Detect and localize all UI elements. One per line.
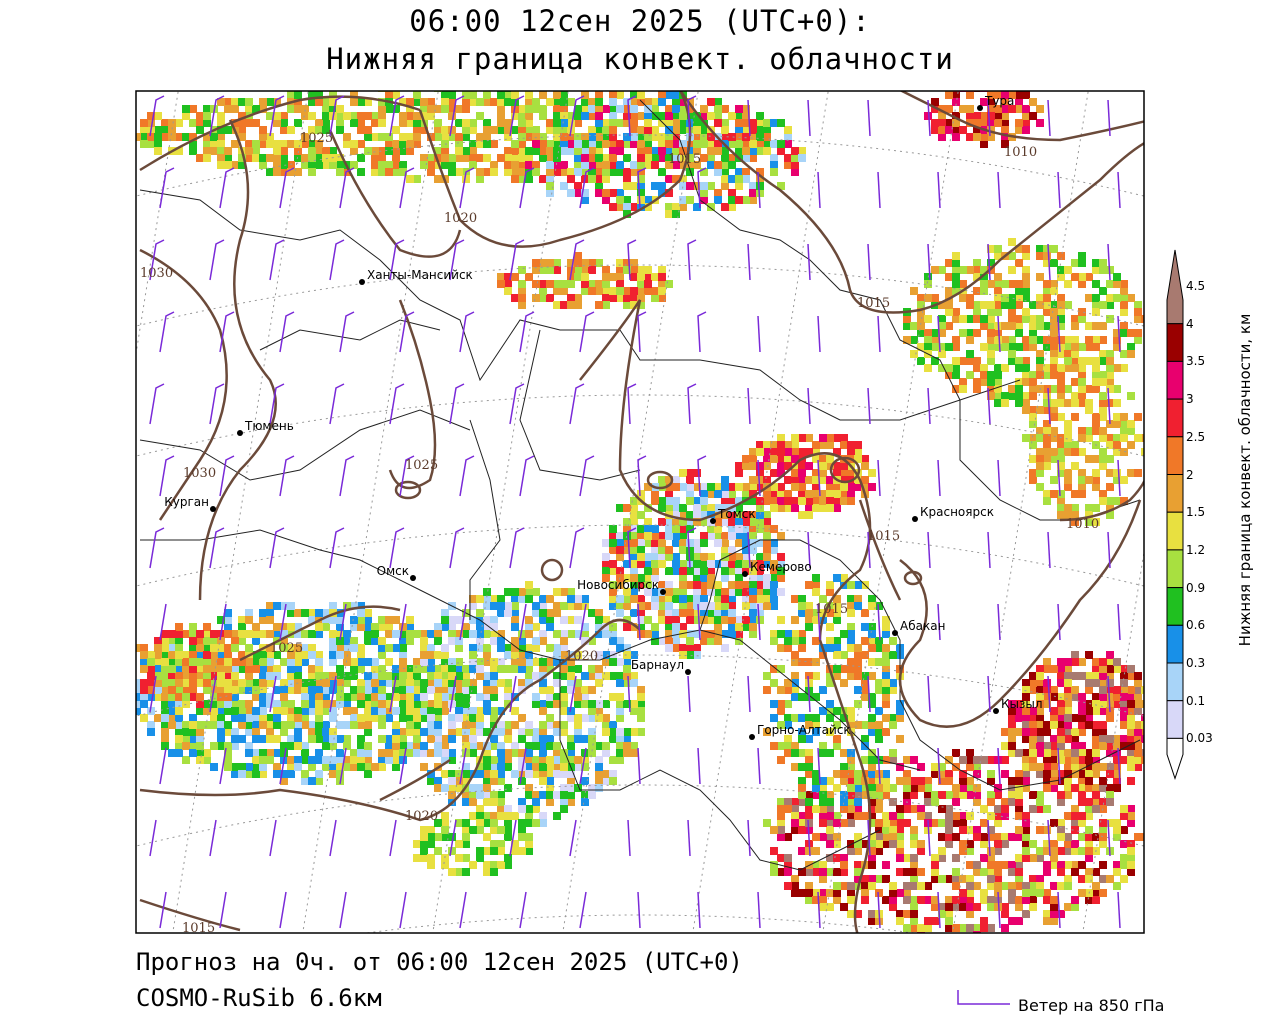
isobar-label: 1015	[182, 921, 215, 936]
region-borders	[139, 99, 1141, 871]
city-markers: Тура Ханты-Мансийск Тюмень Курган Омск Новоси…	[164, 94, 1043, 740]
city-label: Абакан	[900, 619, 945, 633]
map-title: 06:00 12сен 2025 (UTC+0):	[409, 4, 871, 38]
city-marker: Тюмень	[237, 419, 294, 436]
legend-level-label: 0.3	[1186, 656, 1206, 670]
city-marker: Красноярск	[912, 505, 994, 522]
legend-level-label: 4.5	[1186, 279, 1206, 293]
city-label: Барнаул	[631, 658, 684, 672]
legend-level-label: 3.5	[1186, 354, 1206, 369]
city-marker: Кемерово	[742, 560, 812, 577]
legend-level-label: 2	[1186, 467, 1194, 482]
map-frame	[135, 90, 1145, 934]
city-marker: Томск	[710, 507, 756, 524]
legend-level-label: 0.9	[1186, 580, 1206, 595]
city-label: Кемерово	[750, 560, 812, 574]
city-label: Курган	[164, 495, 209, 509]
city-marker: Омск	[377, 564, 416, 581]
legend-level-label: 0.6	[1186, 618, 1206, 633]
city-marker: Барнаул	[631, 658, 691, 675]
city-marker: Тура	[977, 94, 1014, 111]
isobar-label: 1015	[815, 602, 848, 617]
isobar-label: 1025	[270, 641, 303, 656]
isobar-label: 1015	[857, 296, 890, 311]
wind-legend-label: Ветер на 850 гПа	[1018, 996, 1165, 1015]
city-marker: Курган	[164, 495, 216, 512]
isobar-label: 1025	[405, 458, 438, 473]
wind-barbs	[149, 95, 1121, 929]
city-label: Тюмень	[244, 419, 294, 433]
isobar-label: 1010	[1066, 517, 1099, 532]
legend-level-label: 1.2	[1186, 542, 1206, 557]
city-label: Тура	[984, 94, 1014, 108]
legend-level-label: 0.03	[1186, 731, 1213, 746]
city-label: Горно-Алтайск	[757, 723, 851, 737]
city-label: Новосибирск	[577, 578, 659, 592]
legend-level-label: 1.5	[1186, 505, 1206, 520]
legend-level-label: 0.1	[1186, 693, 1206, 708]
legend-title: Нижняя граница конвект. облачности, км	[1236, 313, 1254, 647]
city-marker: Новосибирск	[577, 578, 666, 595]
city-label: Кызыл	[1001, 697, 1043, 711]
wind-legend-symbol	[957, 990, 1010, 1005]
isobar-label: 1020	[405, 809, 438, 824]
lat-lon-grid	[136, 91, 1144, 933]
legend-level-label: 3	[1186, 392, 1194, 407]
isobar-label: 1010	[1004, 145, 1037, 160]
city-marker: Ханты-Мансийск	[359, 268, 473, 285]
forecast-info: Прогноз на 0ч. от 06:00 12сен 2025 (UTC+…	[136, 948, 743, 976]
city-marker: Абакан	[892, 619, 945, 636]
isobar-labels: 1025 1015 1020 1010 1030 1015 1030 1025 1015 1010…	[140, 131, 1099, 936]
isobar-label: 1020	[565, 649, 598, 664]
isobar-lines	[139, 91, 1144, 933]
cloud-base-field	[136, 91, 1144, 933]
city-marker: Кызыл	[993, 697, 1043, 714]
isobar-label: 1030	[140, 266, 173, 281]
model-name: COSMO-RuSib 6.6км	[136, 984, 382, 1012]
isobar-label: 1015	[668, 152, 701, 167]
city-label: Красноярск	[920, 505, 994, 519]
city-marker: Горно-Алтайск	[749, 723, 851, 740]
city-label: Ханты-Мансийск	[367, 268, 473, 282]
city-label: Томск	[717, 507, 756, 521]
city-label: Омск	[377, 564, 409, 578]
isobar-label: 1030	[183, 466, 216, 481]
legend-level-label: 2.5	[1186, 429, 1206, 444]
map-subtitle: Нижняя граница конвект. облачности	[326, 42, 954, 76]
isobar-label: 1015	[867, 529, 900, 544]
isobar-label: 1025	[300, 131, 333, 146]
legend-level-label: 4	[1186, 316, 1194, 331]
isobar-label: 1020	[444, 211, 477, 226]
color-legend-bar	[1166, 249, 1184, 780]
